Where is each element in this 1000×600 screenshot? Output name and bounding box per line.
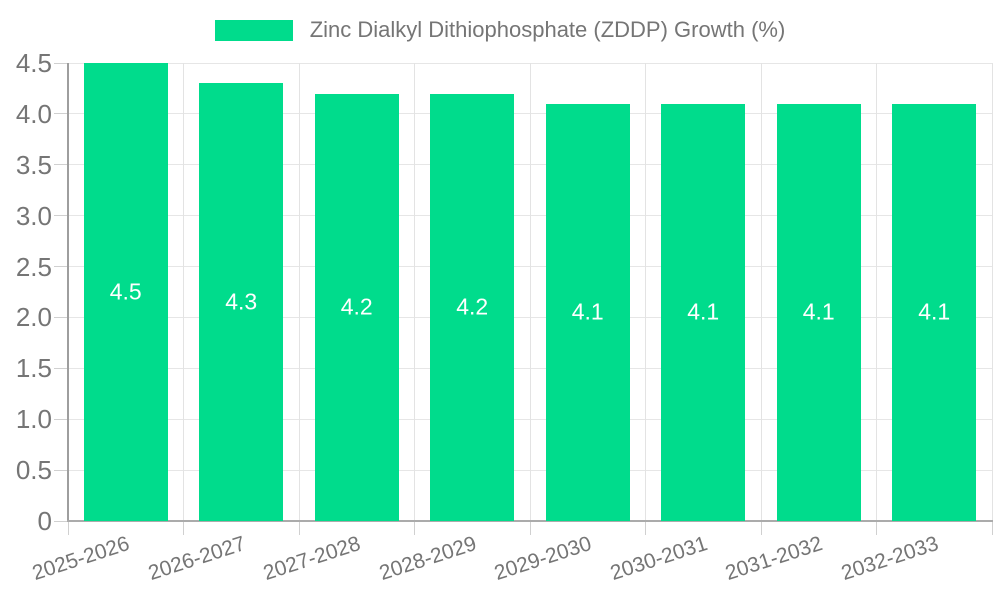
x-gridline xyxy=(529,63,531,521)
bar-value-label: 4.2 xyxy=(340,293,373,320)
y-tick-label: 3.0 xyxy=(15,200,52,231)
x-gridline xyxy=(876,63,877,521)
x-axis-tick xyxy=(67,521,69,535)
bar-2025-2026[interactable]: 4.5 xyxy=(83,63,168,521)
bar-value-label: 4.3 xyxy=(225,288,258,315)
plot-area: 0 0.5 1.0 1.5 2.0 2.5 3.0 3.5 4.0 4.5 4.5 2025-2026… xyxy=(16,50,993,585)
bar-2031-2032[interactable]: 4.1 xyxy=(776,103,861,521)
x-axis-tick xyxy=(183,521,184,535)
chart-legend[interactable]: Zinc Dialkyl Dithiophosphate (ZDDP) Grow… xyxy=(0,17,1000,43)
bar-value-label: 4.2 xyxy=(456,293,489,320)
x-tick-label: 2029-2030 xyxy=(491,532,595,585)
x-tick-label: 2030-2031 xyxy=(607,532,711,585)
y-axis-tick xyxy=(54,164,67,166)
x-tick-label: 2026-2027 xyxy=(145,532,249,585)
y-axis-tick xyxy=(54,418,67,420)
x-axis-tick xyxy=(529,521,531,535)
legend-swatch-icon xyxy=(214,19,293,41)
x-axis-tick xyxy=(991,521,993,535)
y-axis-tick xyxy=(54,520,67,522)
y-tick-label: 1.5 xyxy=(15,353,52,384)
bar-2028-2029[interactable]: 4.2 xyxy=(430,93,515,521)
bar-2027-2028[interactable]: 4.2 xyxy=(314,93,399,521)
x-gridline xyxy=(991,63,993,521)
bar-value-label: 4.1 xyxy=(802,298,835,325)
y-tick-label: 1.0 xyxy=(15,404,52,435)
bar-value-label: 4.1 xyxy=(687,298,720,325)
x-gridline xyxy=(645,63,646,521)
y-axis-tick xyxy=(54,367,67,369)
x-axis-tick xyxy=(760,521,762,535)
x-gridline xyxy=(183,63,184,521)
y-axis-tick xyxy=(54,62,67,64)
y-tick-label: 2.0 xyxy=(15,302,52,333)
y-tick-label: 3.5 xyxy=(15,149,52,180)
y-axis-tick xyxy=(54,316,67,318)
bar-value-label: 4.1 xyxy=(918,298,951,325)
y-tick-label: 2.5 xyxy=(15,251,52,282)
y-tick-label: 4.0 xyxy=(15,98,52,129)
bar-value-label: 4.1 xyxy=(571,298,604,325)
y-axis-tick xyxy=(54,266,67,268)
x-tick-label: 2032-2033 xyxy=(838,532,942,585)
y-tick-label: 0 xyxy=(37,506,52,536)
x-gridline xyxy=(760,63,762,521)
x-tick-label: 2028-2029 xyxy=(376,532,480,585)
x-axis-tick xyxy=(414,521,415,535)
x-tick-label: 2027-2028 xyxy=(260,532,364,585)
legend-label: Zinc Dialkyl Dithiophosphate (ZDDP) Grow… xyxy=(309,17,786,42)
x-axis-tick xyxy=(298,521,300,535)
x-axis-tick xyxy=(645,521,646,535)
x-gridline xyxy=(414,63,415,521)
x-axis-tick xyxy=(876,521,877,535)
x-axis-line xyxy=(67,520,993,522)
bar-2029-2030[interactable]: 4.1 xyxy=(545,103,630,521)
y-axis-tick xyxy=(54,113,67,115)
bar-2030-2031[interactable]: 4.1 xyxy=(661,103,746,521)
y-tick-label: 0.5 xyxy=(15,455,52,486)
bar-2026-2027[interactable]: 4.3 xyxy=(199,83,284,521)
y-axis-tick xyxy=(54,215,67,217)
y-axis-line xyxy=(67,63,69,521)
bar-2032-2033[interactable]: 4.1 xyxy=(892,103,977,521)
x-gridline xyxy=(298,63,300,521)
bar-value-label: 4.5 xyxy=(109,278,142,305)
y-tick-label: 4.5 xyxy=(15,48,52,78)
y-axis-tick xyxy=(54,469,67,471)
x-tick-label: 2031-2032 xyxy=(722,532,826,585)
x-tick-label: 2025-2026 xyxy=(29,532,133,585)
